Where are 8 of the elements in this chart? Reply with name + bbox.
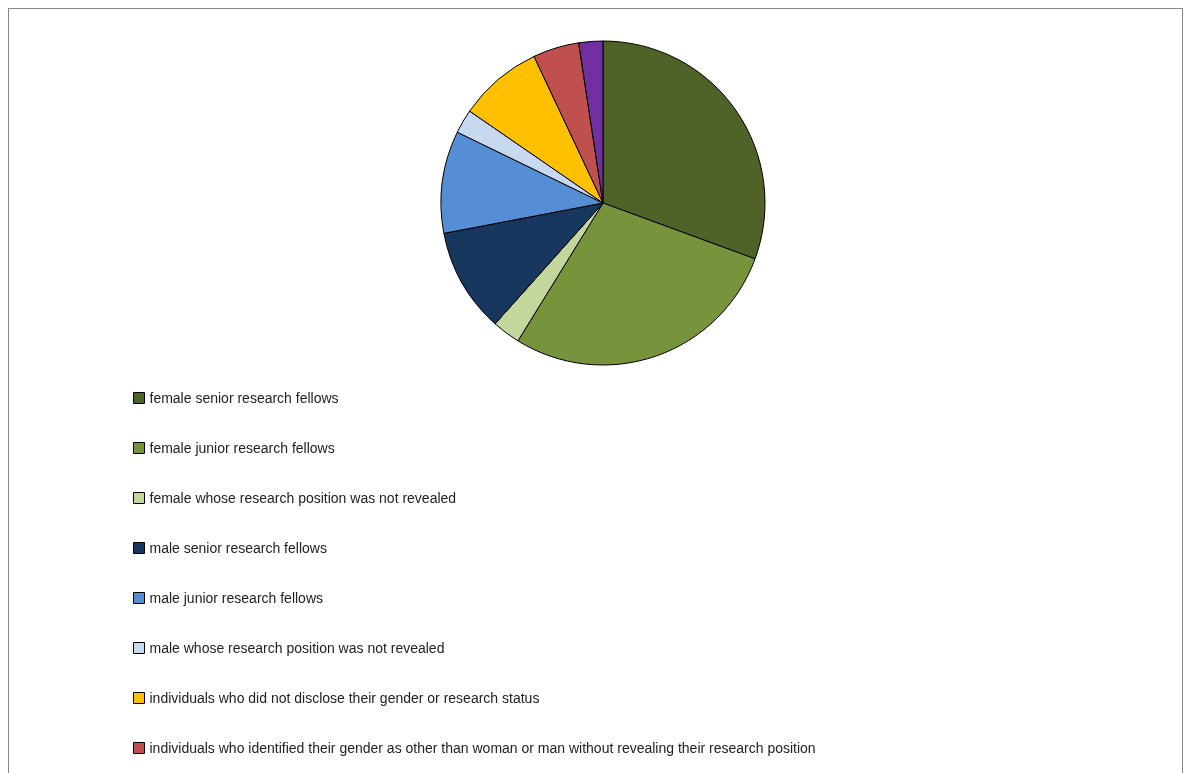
- legend-label: female whose research position was not revealed: [149, 490, 457, 506]
- legend-label: female senior research fellows: [149, 390, 339, 406]
- legend-label: male junior research fellows: [149, 590, 324, 606]
- legend-label: individuals who identified their gender as other than woman or man without revealing their research position: [149, 740, 816, 756]
- legend-label: male senior research fellows: [149, 540, 327, 556]
- legend-label: male whose research position was not revealed: [149, 640, 445, 656]
- legend-label: female junior research fellows: [149, 440, 335, 456]
- legend-label: individuals who did not disclose their gender or research status: [149, 690, 540, 706]
